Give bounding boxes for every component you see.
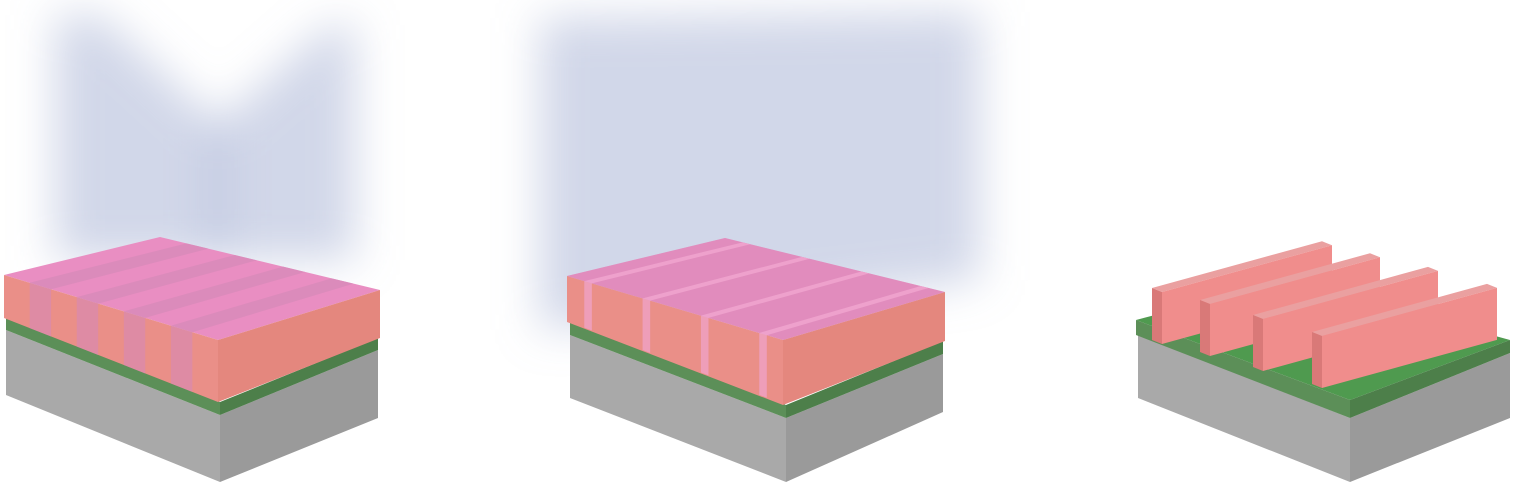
exposure-stripes-1 <box>29 243 354 392</box>
interlayer-front-3 <box>1136 320 1350 418</box>
panel-3 <box>1136 241 1510 482</box>
exposure-stripe-top <box>170 278 354 333</box>
ridge-face <box>1322 287 1497 388</box>
ridge-end <box>1253 315 1263 371</box>
panel-1 <box>4 15 380 482</box>
ridge-face <box>1263 270 1438 371</box>
light-beam-panel-1 <box>55 15 355 260</box>
interlayer-side-3 <box>1350 340 1510 418</box>
resist-top-1 <box>4 237 380 340</box>
resist-side-1 <box>218 290 380 402</box>
interlayer-front-1 <box>6 318 220 415</box>
exposure-stripe-top <box>76 255 257 304</box>
exposure-line-front <box>759 332 767 398</box>
ridge-end <box>1200 300 1210 356</box>
grating-ridges-3 <box>1152 241 1497 388</box>
ridge-top <box>1200 253 1380 304</box>
exposure-line-top <box>759 286 929 336</box>
exposure-stripe-front <box>123 311 146 374</box>
resist-front-1 <box>4 275 218 402</box>
exposure-stripe-top <box>29 243 209 290</box>
substrate-front-1 <box>6 330 220 482</box>
substrate-side-1 <box>220 350 378 482</box>
exposure-stripe-top <box>123 266 306 318</box>
exposure-stripe-front <box>170 325 193 392</box>
light-beam-right <box>210 25 355 260</box>
substrate-front-2 <box>570 335 786 482</box>
ridge-end <box>1312 332 1322 388</box>
exposure-line-front <box>700 315 709 376</box>
substrate-front-3 <box>1138 335 1350 482</box>
panel-2 <box>540 12 980 482</box>
light-beam-left <box>55 15 225 260</box>
resist-front-2 <box>567 276 783 405</box>
interlayer-front-2 <box>570 322 786 418</box>
light-flood <box>540 12 980 330</box>
exposure-stripe-front <box>29 282 52 337</box>
ridge-top <box>1312 283 1497 336</box>
ridge-end <box>1152 288 1162 344</box>
substrate-side-3 <box>1350 353 1510 482</box>
resist-side-2 <box>783 292 945 405</box>
exposure-stripe-front <box>76 297 99 355</box>
interlayer-side-2 <box>786 341 943 418</box>
substrate-side-2 <box>786 354 943 482</box>
light-beam-panel-2 <box>540 12 980 330</box>
ridge-top <box>1253 266 1438 319</box>
exposure-line-top <box>700 271 870 318</box>
exposure-line-front <box>642 298 651 353</box>
exposure-line-top <box>584 242 751 284</box>
exposure-lines-2 <box>567 238 945 398</box>
exposure-line-front <box>584 281 592 331</box>
ridge-top <box>1152 241 1332 292</box>
interlayer-side-1 <box>220 338 378 415</box>
exposure-line-top <box>642 256 810 301</box>
